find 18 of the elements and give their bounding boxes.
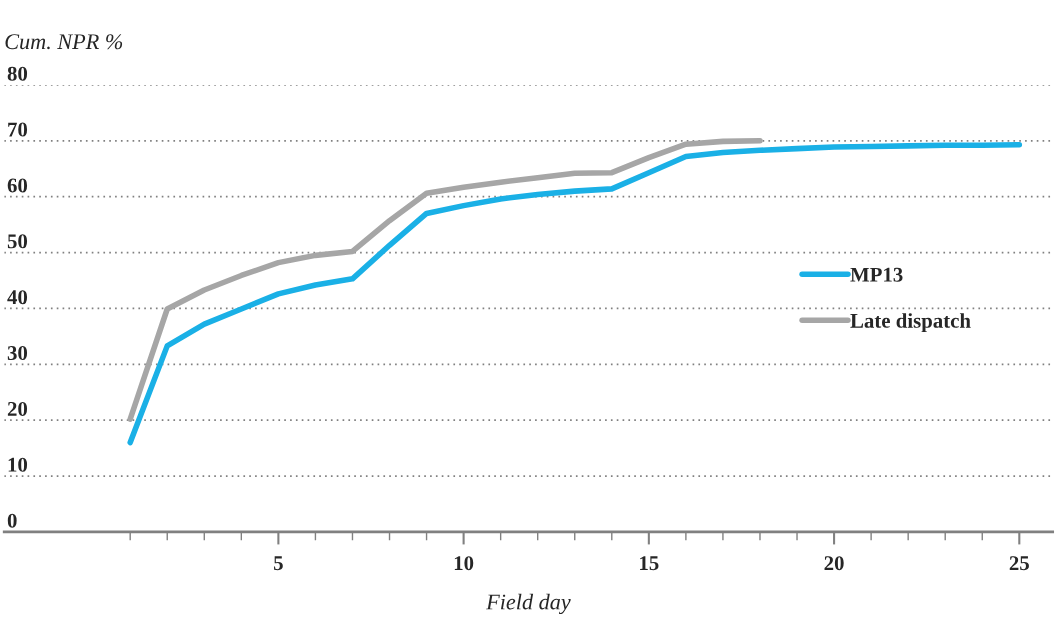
x-tick-label: 5 xyxy=(274,556,283,571)
y-tick-label: 80 xyxy=(7,66,28,81)
y-tick-label: 0 xyxy=(7,513,17,528)
y-tick-label: 10 xyxy=(8,457,28,472)
legend-label: MP13 xyxy=(850,267,903,282)
y-tick-label: 30 xyxy=(7,346,28,361)
legend-label: Late dispatch xyxy=(850,313,971,333)
y-tick-label: 50 xyxy=(7,234,28,249)
x-tick-label: 10 xyxy=(454,556,474,571)
x-tick-label: 25 xyxy=(1009,556,1029,571)
x-tick-label: 20 xyxy=(824,556,844,571)
y-axis-title: Cum. NPR % xyxy=(5,34,123,50)
x-axis-title: Field day xyxy=(486,593,571,615)
y-tick-label: 60 xyxy=(7,178,28,193)
y-tick-label: 20 xyxy=(7,401,28,416)
y-tick-label: 70 xyxy=(8,122,28,137)
y-tick-label: 40 xyxy=(7,290,28,305)
x-tick-label: 15 xyxy=(640,556,659,571)
